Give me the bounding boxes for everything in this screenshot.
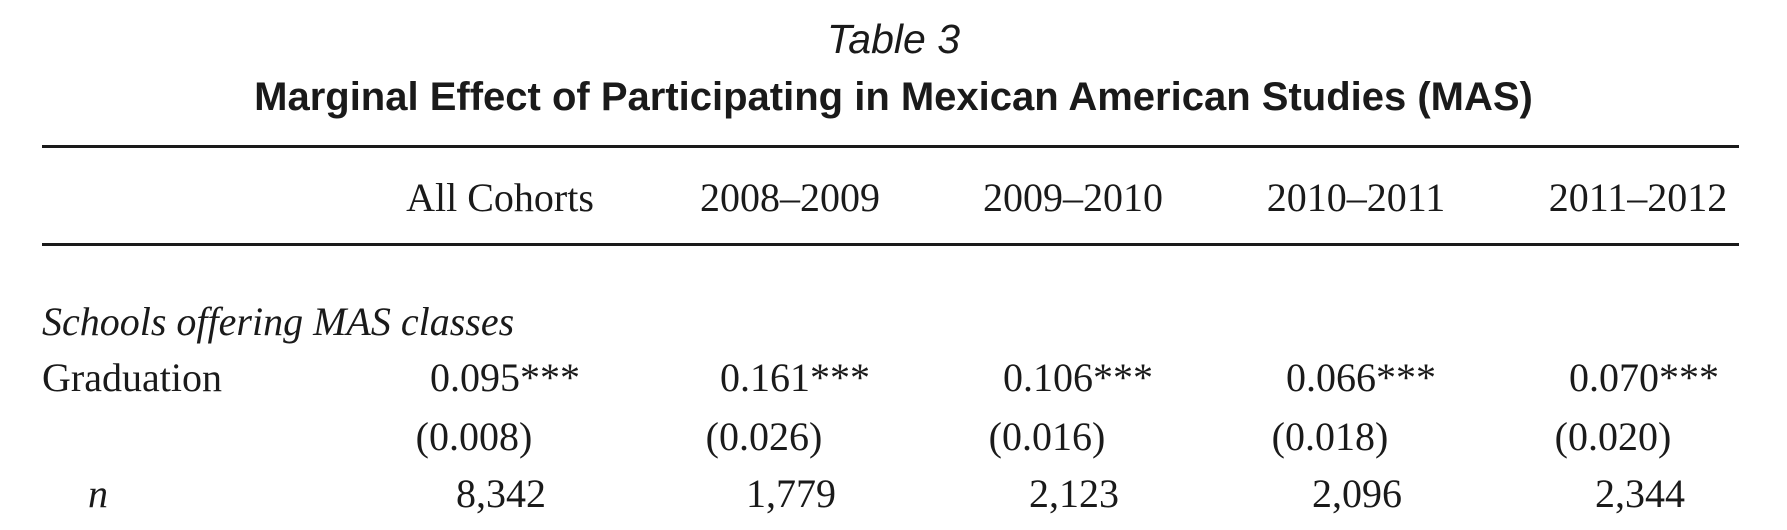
- row-label-n: n: [88, 471, 108, 516]
- column-header-2010-2011: 2010–2011: [1266, 175, 1446, 220]
- table-cell: (0.020): [1554, 414, 1672, 459]
- table-number: Table 3: [827, 16, 960, 62]
- table-cell: 0.066***: [1286, 355, 1436, 400]
- table-cell: 1,779: [746, 471, 836, 516]
- table-cell: 8,342: [456, 471, 546, 516]
- table-cell: 0.070***: [1569, 355, 1719, 400]
- table-cell: (0.016): [988, 414, 1106, 459]
- column-header-2009-2010: 2009–2010: [983, 175, 1163, 220]
- table-cell: 2,344: [1595, 471, 1685, 516]
- column-header-2011-2012: 2011–2012: [1548, 175, 1728, 220]
- table-cell: (0.018): [1271, 414, 1389, 459]
- section-label: Schools offering MAS classes: [42, 299, 515, 344]
- table-cell: 0.095***: [430, 355, 580, 400]
- row-label-graduation: Graduation: [42, 355, 222, 400]
- table-cell: 0.161***: [720, 355, 870, 400]
- header-rule: [42, 243, 1739, 246]
- table-cell: (0.026): [705, 414, 823, 459]
- table-title: Marginal Effect of Participating in Mexi…: [254, 75, 1533, 119]
- column-header-2008-2009: 2008–2009: [700, 175, 880, 220]
- table-cell: 2,123: [1029, 471, 1119, 516]
- column-header-all-cohorts: All Cohorts: [406, 175, 594, 220]
- top-rule: [42, 145, 1739, 148]
- table-cell: 2,096: [1312, 471, 1402, 516]
- table-cell: 0.106***: [1003, 355, 1153, 400]
- table-cell: (0.008): [415, 414, 533, 459]
